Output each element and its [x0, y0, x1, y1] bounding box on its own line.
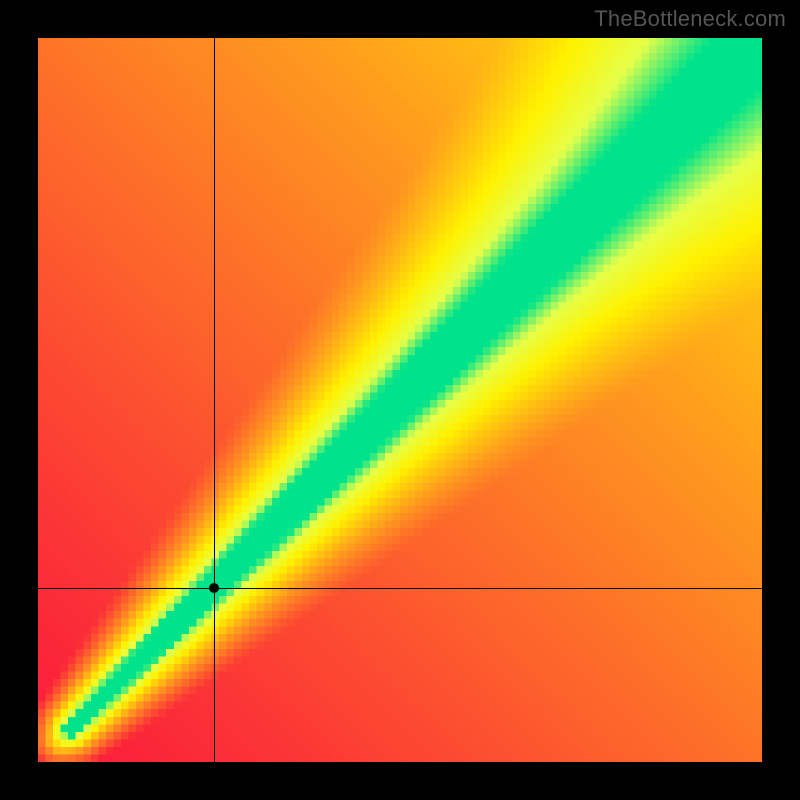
heatmap-canvas [38, 38, 762, 762]
watermark-label: TheBottleneck.com [594, 6, 786, 32]
heatmap-plot [38, 38, 762, 762]
chart-container: TheBottleneck.com [0, 0, 800, 800]
data-point-marker [209, 583, 219, 593]
crosshair-vertical [214, 38, 215, 762]
crosshair-horizontal [38, 588, 762, 589]
